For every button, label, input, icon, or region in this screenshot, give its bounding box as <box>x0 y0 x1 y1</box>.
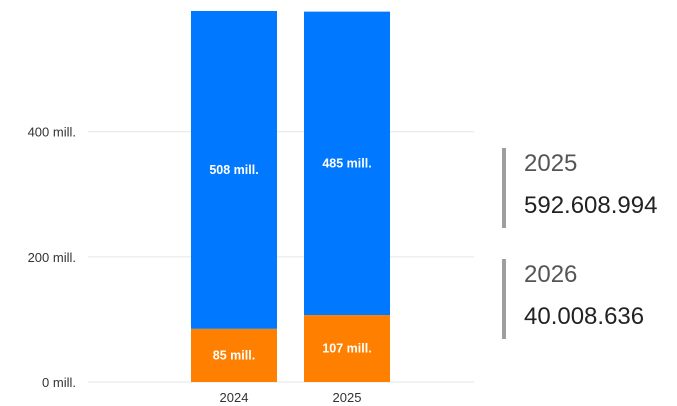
kpi-accent-bar <box>502 259 506 339</box>
bar-segment[interactable] <box>304 315 390 382</box>
kpi-amount: 40.008.636 <box>524 303 645 330</box>
data-label: 85 mill. <box>213 348 255 362</box>
stacked-bar-chart: 0 mill. 200 mill. 400 mill. 85 mill. 508 mi… <box>28 11 474 405</box>
data-label: 107 mill. <box>322 342 371 356</box>
y-tick-label: 200 mill. <box>28 250 76 265</box>
y-axis: 0 mill. 200 mill. 400 mill. <box>28 125 76 390</box>
kpi-accent-bar <box>502 148 506 228</box>
kpi-year: 2025 <box>524 150 578 177</box>
bar-segment[interactable] <box>191 328 277 382</box>
bar-segment[interactable] <box>304 11 390 316</box>
bars <box>191 11 390 382</box>
x-tick-label: 2024 <box>220 390 249 405</box>
y-tick-label: 0 mill. <box>42 375 76 390</box>
kpi-year: 2026 <box>524 261 578 288</box>
gridlines <box>88 131 474 383</box>
data-label: 485 mill. <box>322 156 371 170</box>
x-axis: 2024 2025 <box>220 390 362 405</box>
y-tick-label: 400 mill. <box>28 125 76 140</box>
kpi-2025: 2025 592.608.994 <box>502 148 672 228</box>
bar-labels: 85 mill. 508 mill. 107 mill. 485 mill. <box>209 156 371 362</box>
kpi-2026: 2026 40.008.636 <box>502 259 672 339</box>
bar-segment[interactable] <box>191 11 277 329</box>
x-tick-label: 2025 <box>333 390 362 405</box>
data-label: 508 mill. <box>209 163 258 177</box>
kpi-amount: 592.608.994 <box>524 192 658 219</box>
